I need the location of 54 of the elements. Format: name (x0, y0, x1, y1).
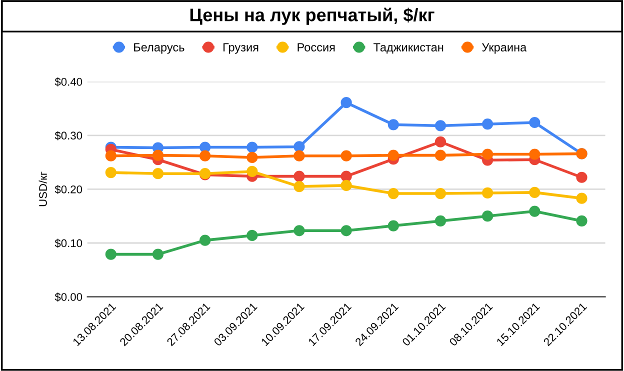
legend-label: Украина (482, 43, 527, 54)
point (246, 152, 258, 164)
point (200, 150, 211, 162)
y-tick-label: $0.10 (54, 238, 82, 248)
point (388, 150, 399, 161)
point (152, 248, 164, 260)
point (340, 225, 352, 236)
point (246, 142, 258, 153)
point (529, 186, 540, 198)
point (294, 180, 305, 192)
point (294, 170, 305, 182)
point (434, 188, 446, 200)
point (340, 150, 352, 162)
legend-label: Россия (298, 43, 335, 52)
point (388, 119, 399, 130)
point (388, 188, 399, 200)
y-tick-label: $0.00 (54, 292, 82, 302)
point (152, 150, 164, 161)
point (340, 180, 352, 191)
point (576, 215, 588, 227)
point (294, 225, 305, 236)
legend-label: Грузия (223, 43, 258, 54)
y-axis-title: USD/кг (38, 172, 47, 206)
point (105, 248, 116, 260)
point (434, 120, 446, 132)
point (482, 210, 494, 222)
point (434, 150, 446, 161)
point (388, 220, 399, 232)
point (152, 168, 164, 180)
point (482, 148, 494, 160)
legend-label: Беларусь (134, 43, 184, 54)
point (246, 230, 258, 242)
point (482, 118, 494, 130)
point (529, 148, 540, 160)
legend-label: Таджикистан (374, 43, 444, 54)
point (529, 206, 540, 217)
point (434, 215, 446, 227)
point (340, 97, 352, 108)
y-tick-label: $0.40 (54, 77, 82, 86)
point (340, 170, 352, 182)
point (294, 141, 305, 152)
chart-title: Цены на лук репчатый, $/кг (190, 8, 434, 25)
point (529, 116, 540, 128)
point (576, 192, 588, 204)
y-tick-label: $0.20 (54, 185, 82, 194)
point (105, 150, 116, 162)
point (434, 136, 446, 148)
point (482, 187, 494, 199)
point (246, 166, 258, 178)
point (294, 150, 305, 162)
point (576, 172, 588, 183)
y-tick-label: $0.30 (54, 131, 82, 140)
point (105, 166, 116, 178)
point (200, 234, 211, 246)
